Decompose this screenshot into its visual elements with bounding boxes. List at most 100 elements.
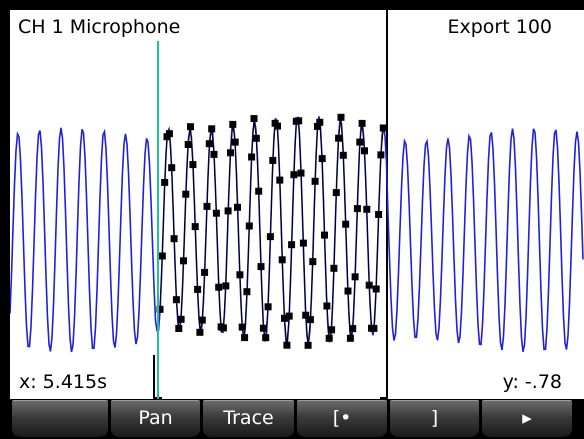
export-sample-point bbox=[250, 115, 258, 123]
microphone-waveform bbox=[10, 116, 584, 353]
export-sample-point bbox=[361, 147, 368, 155]
export-sample-point bbox=[182, 190, 190, 198]
export-sample-point bbox=[210, 150, 218, 158]
trace-button-label: Trace bbox=[223, 407, 274, 429]
export-sample-point bbox=[288, 241, 296, 249]
export-sample-point bbox=[245, 222, 253, 230]
export-sample-point bbox=[205, 140, 213, 148]
export-sample-point bbox=[290, 171, 298, 179]
export-sample-point bbox=[224, 207, 232, 215]
export-sample-point bbox=[285, 312, 293, 320]
export-sample-point bbox=[252, 134, 260, 142]
export-sample-point bbox=[229, 120, 237, 128]
set-right-bound-button[interactable]: ] bbox=[390, 400, 479, 437]
pan-button-label: Pan bbox=[138, 407, 173, 429]
export-sample-point bbox=[264, 303, 272, 311]
export-sample-point bbox=[168, 164, 176, 172]
export-sample-point bbox=[328, 326, 336, 334]
export-sample-point bbox=[318, 155, 326, 163]
export-sample-point bbox=[274, 122, 281, 130]
export-sample-point bbox=[344, 287, 352, 295]
export-sample-point bbox=[219, 324, 227, 332]
export-sample-point bbox=[184, 141, 192, 148]
export-sample-point bbox=[335, 134, 343, 142]
export-sample-point bbox=[356, 138, 364, 146]
export-sample-point bbox=[304, 341, 312, 349]
export-sample-point bbox=[156, 305, 164, 313]
export-sample-point bbox=[363, 205, 371, 213]
export-sample-point bbox=[191, 223, 199, 231]
export-sample-point bbox=[259, 324, 267, 332]
export-sample-point bbox=[314, 122, 321, 130]
export-sample-point bbox=[241, 334, 249, 342]
export-sample-point bbox=[323, 302, 331, 310]
export-sample-point bbox=[215, 283, 223, 291]
export-trace-line bbox=[159, 117, 384, 346]
export-sample-point bbox=[222, 282, 230, 290]
export-sample-point bbox=[212, 209, 220, 217]
export-sample-point bbox=[358, 119, 366, 127]
export-sample-point bbox=[302, 311, 310, 319]
export-sample-point bbox=[189, 161, 197, 169]
softkey-blank[interactable] bbox=[12, 400, 108, 437]
export-sample-point bbox=[266, 233, 274, 241]
export-sample-point bbox=[165, 130, 173, 138]
export-sample-point bbox=[208, 125, 216, 133]
export-sample-point bbox=[170, 235, 178, 243]
set-left-bound-label: [• bbox=[332, 407, 352, 429]
export-sample-point bbox=[231, 138, 239, 146]
export-sample-point bbox=[234, 203, 241, 211]
y-coordinate-readout: y: -.78 bbox=[502, 371, 562, 393]
export-sample-point bbox=[330, 264, 338, 272]
export-sample-point bbox=[269, 156, 277, 164]
export-sample-point bbox=[236, 271, 244, 279]
export-sample-point bbox=[243, 288, 251, 296]
export-sample-point bbox=[353, 205, 361, 213]
export-sample-point bbox=[311, 177, 319, 185]
export-sample-point bbox=[299, 239, 307, 247]
export-sample-point bbox=[339, 151, 347, 159]
export-sample-point bbox=[187, 123, 194, 131]
export-sample-point bbox=[248, 153, 256, 161]
export-sample-point bbox=[278, 256, 286, 264]
export-sample-point bbox=[349, 325, 357, 333]
export-sample-point bbox=[203, 202, 211, 210]
trace-button[interactable]: Trace bbox=[203, 400, 294, 437]
export-sample-point bbox=[281, 314, 288, 322]
export-sample-point bbox=[255, 187, 263, 195]
export-sample-point bbox=[337, 113, 345, 121]
set-right-bound-label: ] bbox=[430, 407, 439, 429]
export-sample-point bbox=[257, 263, 265, 271]
channel-label: CH 1 Microphone bbox=[18, 16, 181, 38]
export-sample-point bbox=[158, 252, 166, 260]
export-sample-point bbox=[227, 149, 234, 157]
export-sample-point bbox=[262, 334, 270, 342]
export-sample-point bbox=[309, 258, 317, 266]
export-sample-point bbox=[375, 211, 383, 218]
set-left-bound-button[interactable]: [• bbox=[297, 400, 387, 437]
export-sample-point bbox=[201, 268, 209, 276]
plot-area[interactable]: CH 1 Microphone Export 100 x: 5.415s y: … bbox=[10, 10, 584, 399]
export-sample-point bbox=[283, 341, 291, 349]
export-sample-point bbox=[372, 285, 380, 293]
export-label: Export 100 bbox=[447, 16, 553, 38]
export-sample-point bbox=[332, 189, 340, 197]
more-menu-button[interactable]: ▸ bbox=[482, 400, 572, 437]
export-sample-point bbox=[194, 285, 202, 293]
export-sample-point bbox=[346, 334, 354, 342]
waveform-plot[interactable] bbox=[10, 10, 584, 399]
export-sample-point bbox=[370, 324, 378, 332]
export-sample-point bbox=[177, 315, 185, 323]
pan-button[interactable]: Pan bbox=[111, 400, 200, 437]
export-sample-point bbox=[379, 124, 387, 132]
export-sample-point bbox=[325, 334, 333, 342]
more-arrow-icon: ▸ bbox=[522, 407, 532, 429]
softkey-menu-bar: Pan Trace [• ] ▸ bbox=[0, 399, 584, 439]
export-sample-point bbox=[276, 176, 284, 184]
export-sample-point bbox=[295, 117, 303, 125]
export-sample-point bbox=[196, 328, 204, 336]
export-sample-point bbox=[238, 323, 246, 331]
export-sample-point bbox=[377, 151, 385, 159]
export-sample-point bbox=[351, 273, 359, 281]
